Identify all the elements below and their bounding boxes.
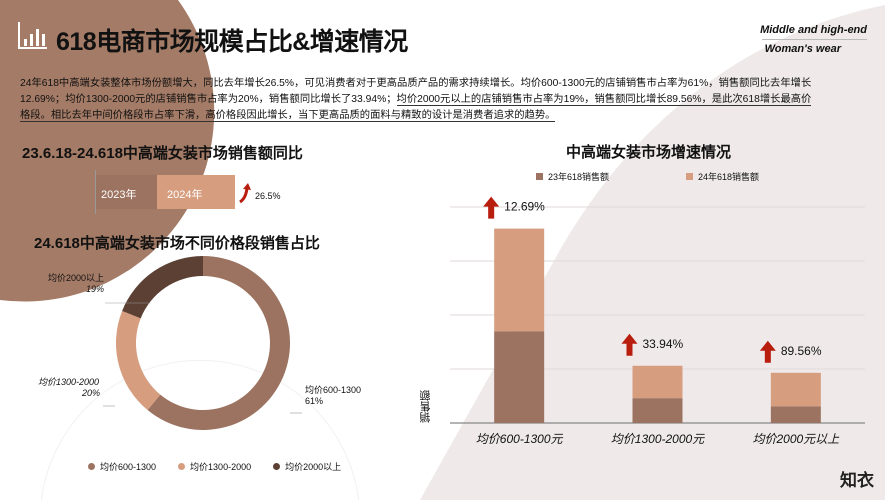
x-tick-label: 均价600-1300元 (476, 432, 564, 446)
donut-slice (122, 256, 203, 319)
tagline-line-2: Woman's wear (764, 43, 841, 55)
bar-chart-title: 中高端女装市场增速情况 (566, 144, 732, 161)
stacked-bar-chart: 12.69% 均价600-1300元 33.94% 均价1300-2000元 89.56… (450, 196, 865, 446)
brand-logo: 知衣 (840, 471, 874, 490)
growth-label: 33.94% (643, 337, 684, 351)
tagline-line-1: Middle and high-end (760, 24, 867, 36)
legend-item: 均价1300-2000 (178, 460, 251, 473)
summary-paragraph: 24年618中高端女装整体市场份额增大，同比去年增长26.5%，可见消费者对于更… (20, 78, 812, 122)
x-tick-label: 均价2000元以上 (752, 432, 840, 446)
legend-item: 均价600-1300 (88, 460, 156, 473)
donut-slice (116, 310, 161, 411)
bar-segment (494, 228, 545, 332)
legend-item: 均价2000以上 (273, 460, 341, 473)
up-arrow-icon (759, 340, 776, 363)
x-tick-label: 均价1300-2000元 (611, 432, 705, 446)
y-axis-label: 销售额 (420, 390, 432, 423)
pie-title: 24.618中高端女装市场不同价格段销售占比 (34, 235, 320, 252)
donut-slice (147, 256, 290, 430)
bar-segment (494, 331, 545, 423)
growth-arrow-icon (239, 183, 251, 204)
callout-600: 均价600-1300 61% (305, 385, 362, 406)
donut-chart (103, 256, 302, 430)
growth-label: 89.56% (781, 344, 822, 358)
up-arrow-icon (621, 333, 638, 356)
bar-segment (632, 398, 683, 423)
pie-legend: 均价600-1300 均价1300-2000 均价2000以上 (88, 460, 341, 473)
decor-arc (40, 359, 360, 500)
yoy-axis (95, 170, 96, 214)
decor-circle (0, 0, 215, 302)
bar-segment (770, 372, 821, 407)
growth-label: 12.69% (504, 200, 545, 214)
legend-item-23: 23年618销售额 (536, 170, 609, 183)
tagline-divider (762, 39, 867, 40)
page-title: 618电商市场规模占比&增速情况 (56, 28, 408, 56)
callout-2000: 均价2000以上 19% (48, 273, 105, 294)
yoy-title: 23.6.18-24.618中高端女装市场销售额同比 (22, 145, 303, 162)
bar-2024: 2024年 (157, 175, 235, 209)
bar-chart-icon (18, 22, 47, 49)
bar-2023: 2023年 (96, 175, 157, 209)
bar-segment (632, 365, 683, 399)
bar-segment (770, 406, 821, 423)
yoy-growth: 26.5% (255, 191, 281, 201)
legend-item-24: 24年618销售额 (686, 170, 759, 183)
up-arrow-icon (483, 196, 500, 219)
callout-1300: 均价1300-2000 20% (38, 377, 101, 398)
